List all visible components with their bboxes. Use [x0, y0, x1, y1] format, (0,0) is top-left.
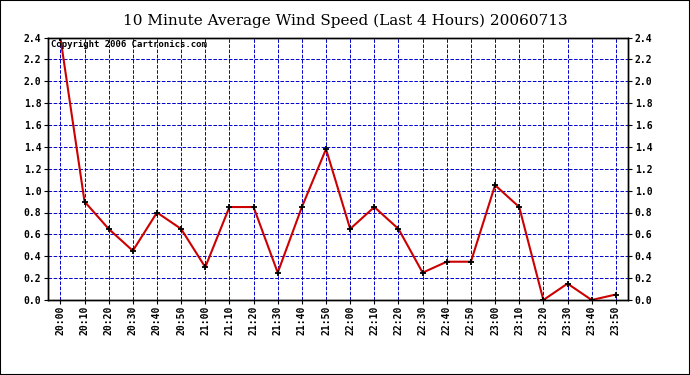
Text: 10 Minute Average Wind Speed (Last 4 Hours) 20060713: 10 Minute Average Wind Speed (Last 4 Hou…: [123, 13, 567, 27]
Text: Copyright 2006 Cartronics.com: Copyright 2006 Cartronics.com: [51, 40, 207, 49]
